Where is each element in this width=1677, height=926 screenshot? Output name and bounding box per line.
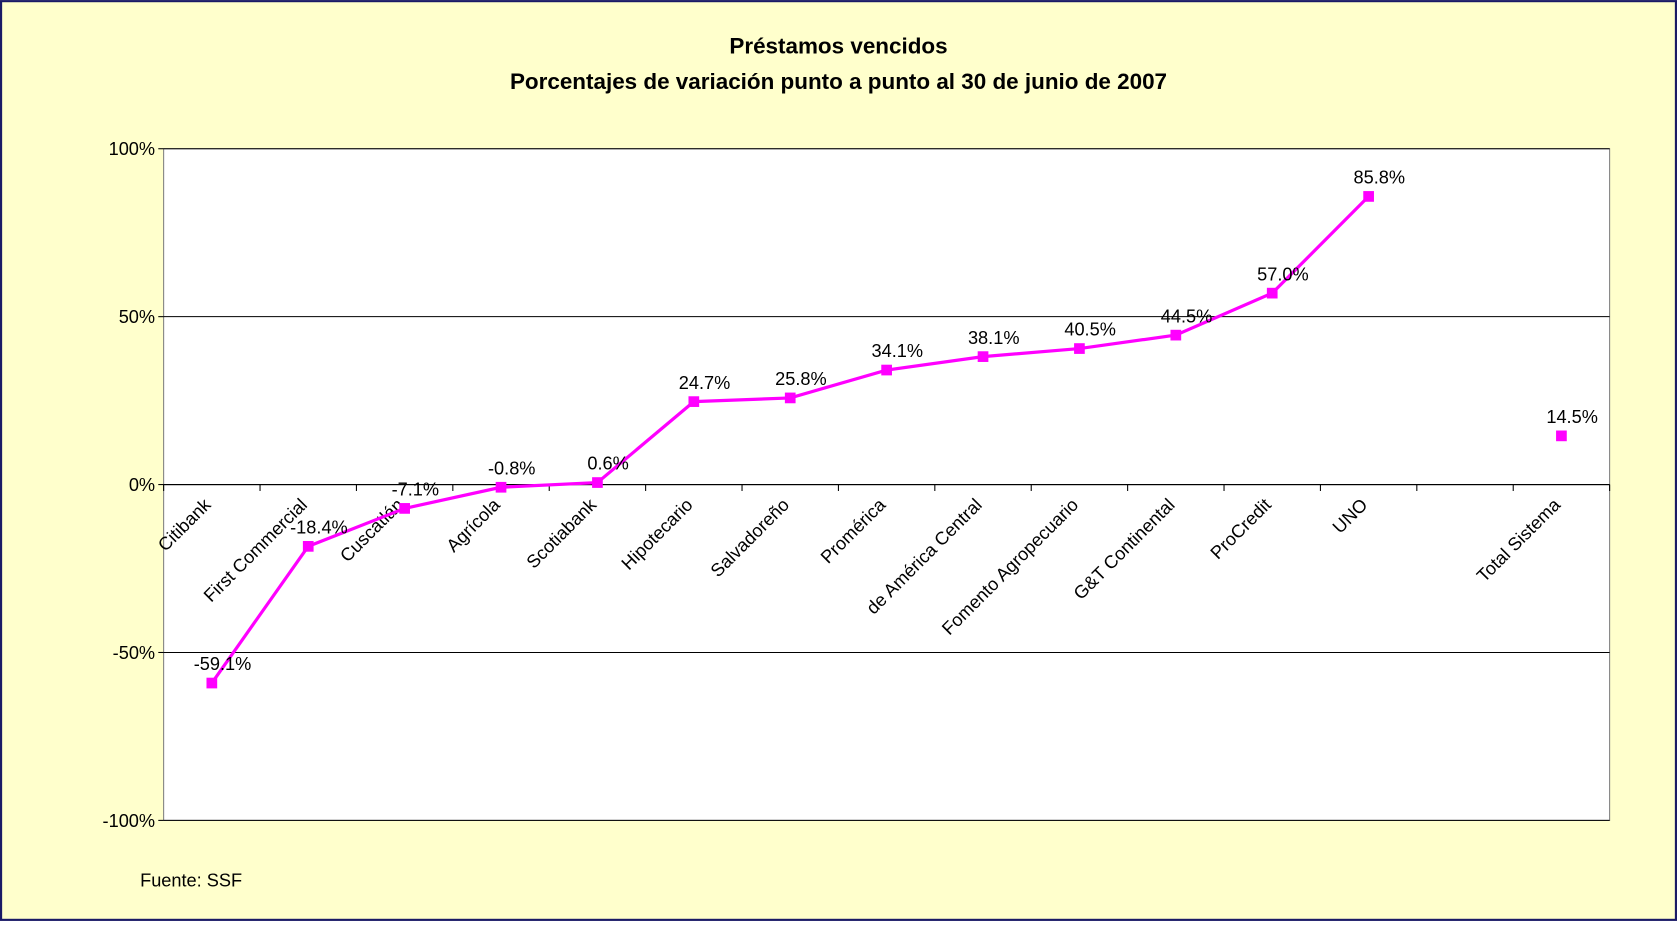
marker: [977, 351, 989, 362]
y-tick-label: 50%: [119, 307, 155, 327]
chart-subtitle: Porcentajes de variación punto a punto a…: [510, 69, 1167, 94]
data-label: 34.1%: [872, 341, 924, 361]
data-label: -18.4%: [290, 518, 348, 538]
marker: [1266, 287, 1278, 299]
marker: [881, 364, 892, 376]
source-note: Fuente: SSF: [140, 871, 242, 891]
data-label: -7.1%: [392, 480, 439, 500]
data-label: 0.6%: [587, 454, 628, 474]
marker: [1170, 329, 1182, 341]
marker: [784, 392, 796, 404]
data-label: 14.5%: [1546, 407, 1598, 427]
marker: [495, 481, 507, 493]
y-tick-label: -100%: [103, 811, 156, 831]
marker: [206, 677, 218, 689]
marker: [1556, 430, 1567, 442]
data-label: 85.8%: [1354, 168, 1406, 188]
y-tick-label: -50%: [113, 643, 155, 663]
chart-title: Préstamos vencidos: [729, 34, 947, 59]
marker: [592, 477, 603, 488]
data-label: -59.1%: [194, 654, 252, 674]
marker: [1074, 343, 1085, 354]
data-label: 25.8%: [775, 369, 827, 389]
data-label: 24.7%: [679, 373, 731, 393]
data-label: -0.8%: [488, 458, 535, 478]
marker: [1363, 191, 1374, 202]
y-tick-label: 0%: [129, 475, 155, 495]
marker: [688, 396, 700, 407]
y-tick-label: 100%: [109, 139, 155, 159]
data-label: 44.5%: [1161, 306, 1213, 326]
marker: [399, 503, 410, 514]
data-label: 40.5%: [1064, 320, 1116, 340]
data-label: 57.0%: [1257, 264, 1309, 284]
marker: [302, 541, 314, 552]
data-label: 38.1%: [968, 328, 1020, 348]
